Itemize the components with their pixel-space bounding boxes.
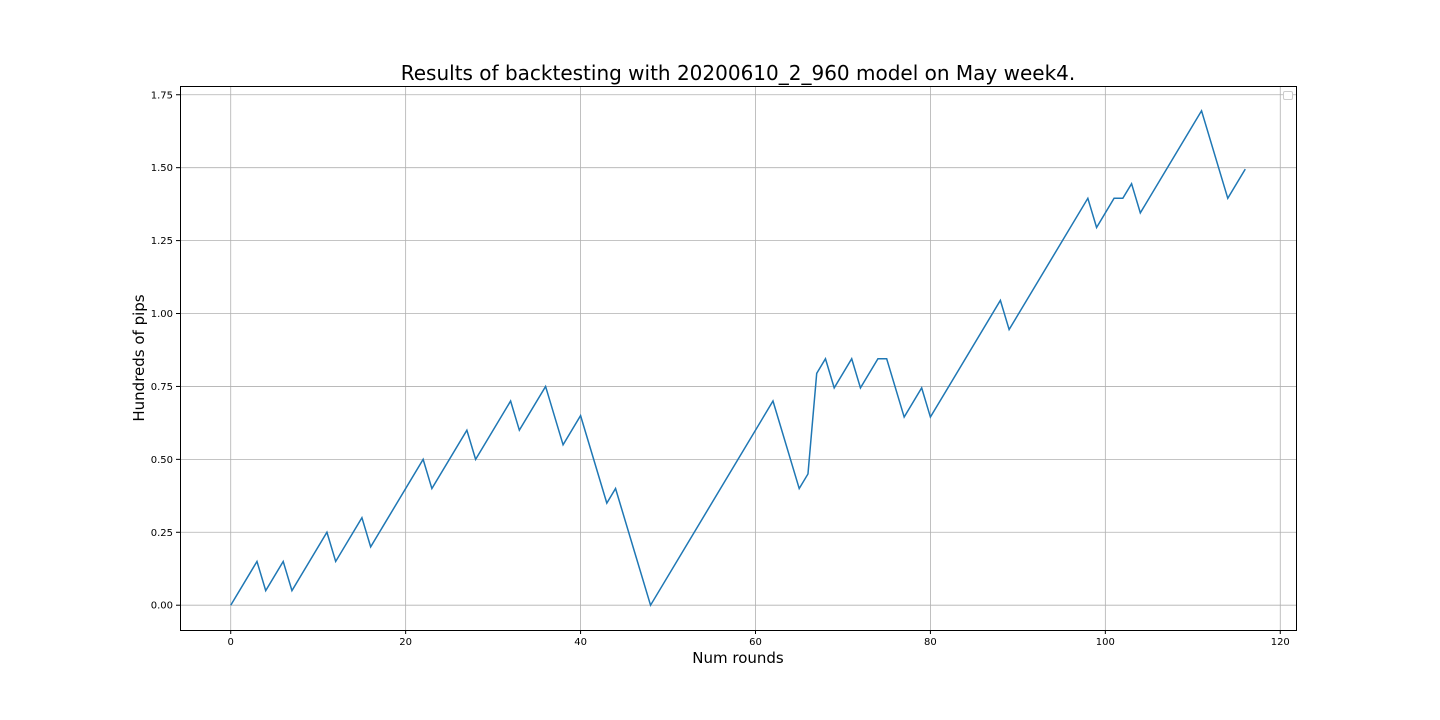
legend-box — [1283, 91, 1293, 100]
x-tick-label: 0 — [228, 637, 234, 648]
ticks: 0 20 40 60 80 100 120 0.00 0.25 0.50 0.75 1.00 1.25 1… — [151, 90, 1290, 648]
y-tick-label: 0.25 — [151, 528, 173, 539]
y-tick-label: 1.25 — [151, 236, 173, 247]
x-axis-label: Num rounds — [692, 649, 784, 667]
x-tick-label: 60 — [749, 637, 762, 648]
x-tick-label: 80 — [924, 637, 937, 648]
y-axis-label: Hundreds of pips — [130, 294, 148, 421]
x-tick-label: 100 — [1096, 637, 1115, 648]
x-tick-label: 40 — [574, 637, 587, 648]
y-tick-label: 1.00 — [151, 309, 173, 320]
x-tick-label: 120 — [1271, 637, 1290, 648]
grid-lines — [180, 86, 1296, 630]
y-tick-label: 0.50 — [151, 455, 173, 466]
y-tick-label: 1.50 — [151, 163, 173, 174]
x-tick-label: 20 — [399, 637, 412, 648]
series-line — [230, 108, 1246, 608]
plot-frame — [180, 86, 1297, 631]
chart-title: Results of backtesting with 20200610_2_9… — [401, 61, 1076, 85]
y-tick-label: 0.00 — [151, 601, 173, 612]
y-tick-label: 0.75 — [151, 382, 173, 393]
y-tick-label: 1.75 — [151, 90, 173, 101]
